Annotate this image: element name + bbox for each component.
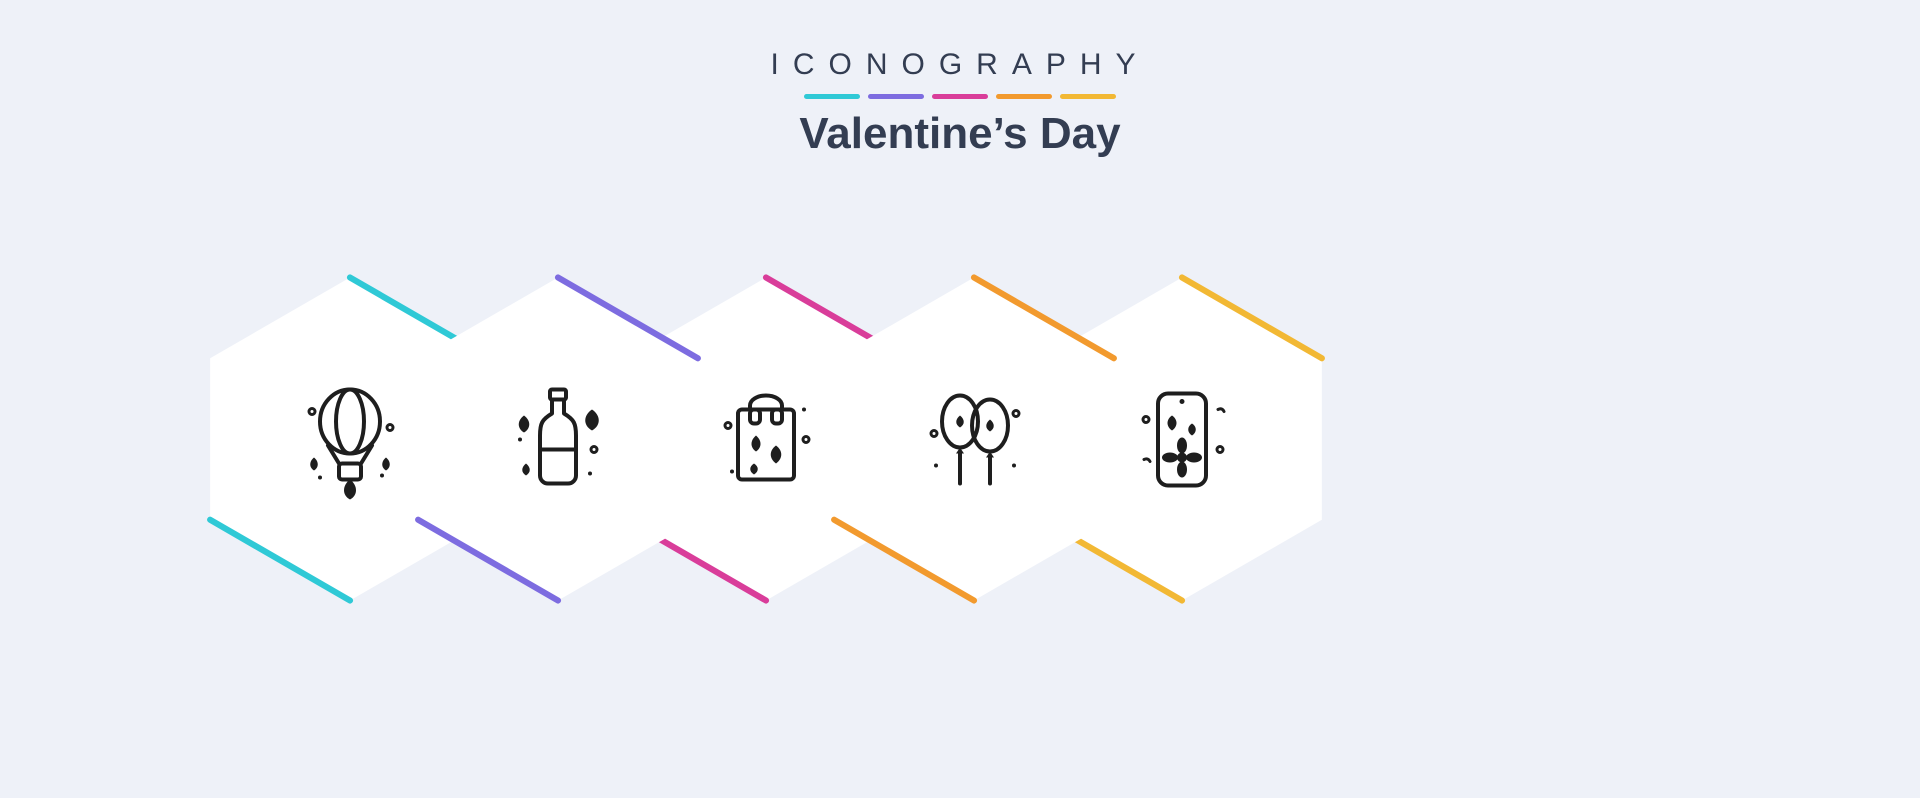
subtitle-text: Valentine’s Day	[770, 109, 1149, 159]
balloons-icon	[914, 379, 1034, 499]
brand-text: ICONOGRAPHY	[770, 48, 1149, 82]
phone-icon	[1122, 379, 1242, 499]
hex-row	[210, 219, 1710, 659]
hot-air-balloon-icon	[290, 379, 410, 499]
bottle-icon	[498, 379, 618, 499]
hex-balloons	[834, 278, 1114, 601]
header: ICONOGRAPHY Valentine’s Day	[770, 48, 1149, 159]
hex-bottle	[418, 278, 698, 601]
color-separator	[770, 94, 1149, 99]
shopping-bag-icon	[706, 379, 826, 499]
